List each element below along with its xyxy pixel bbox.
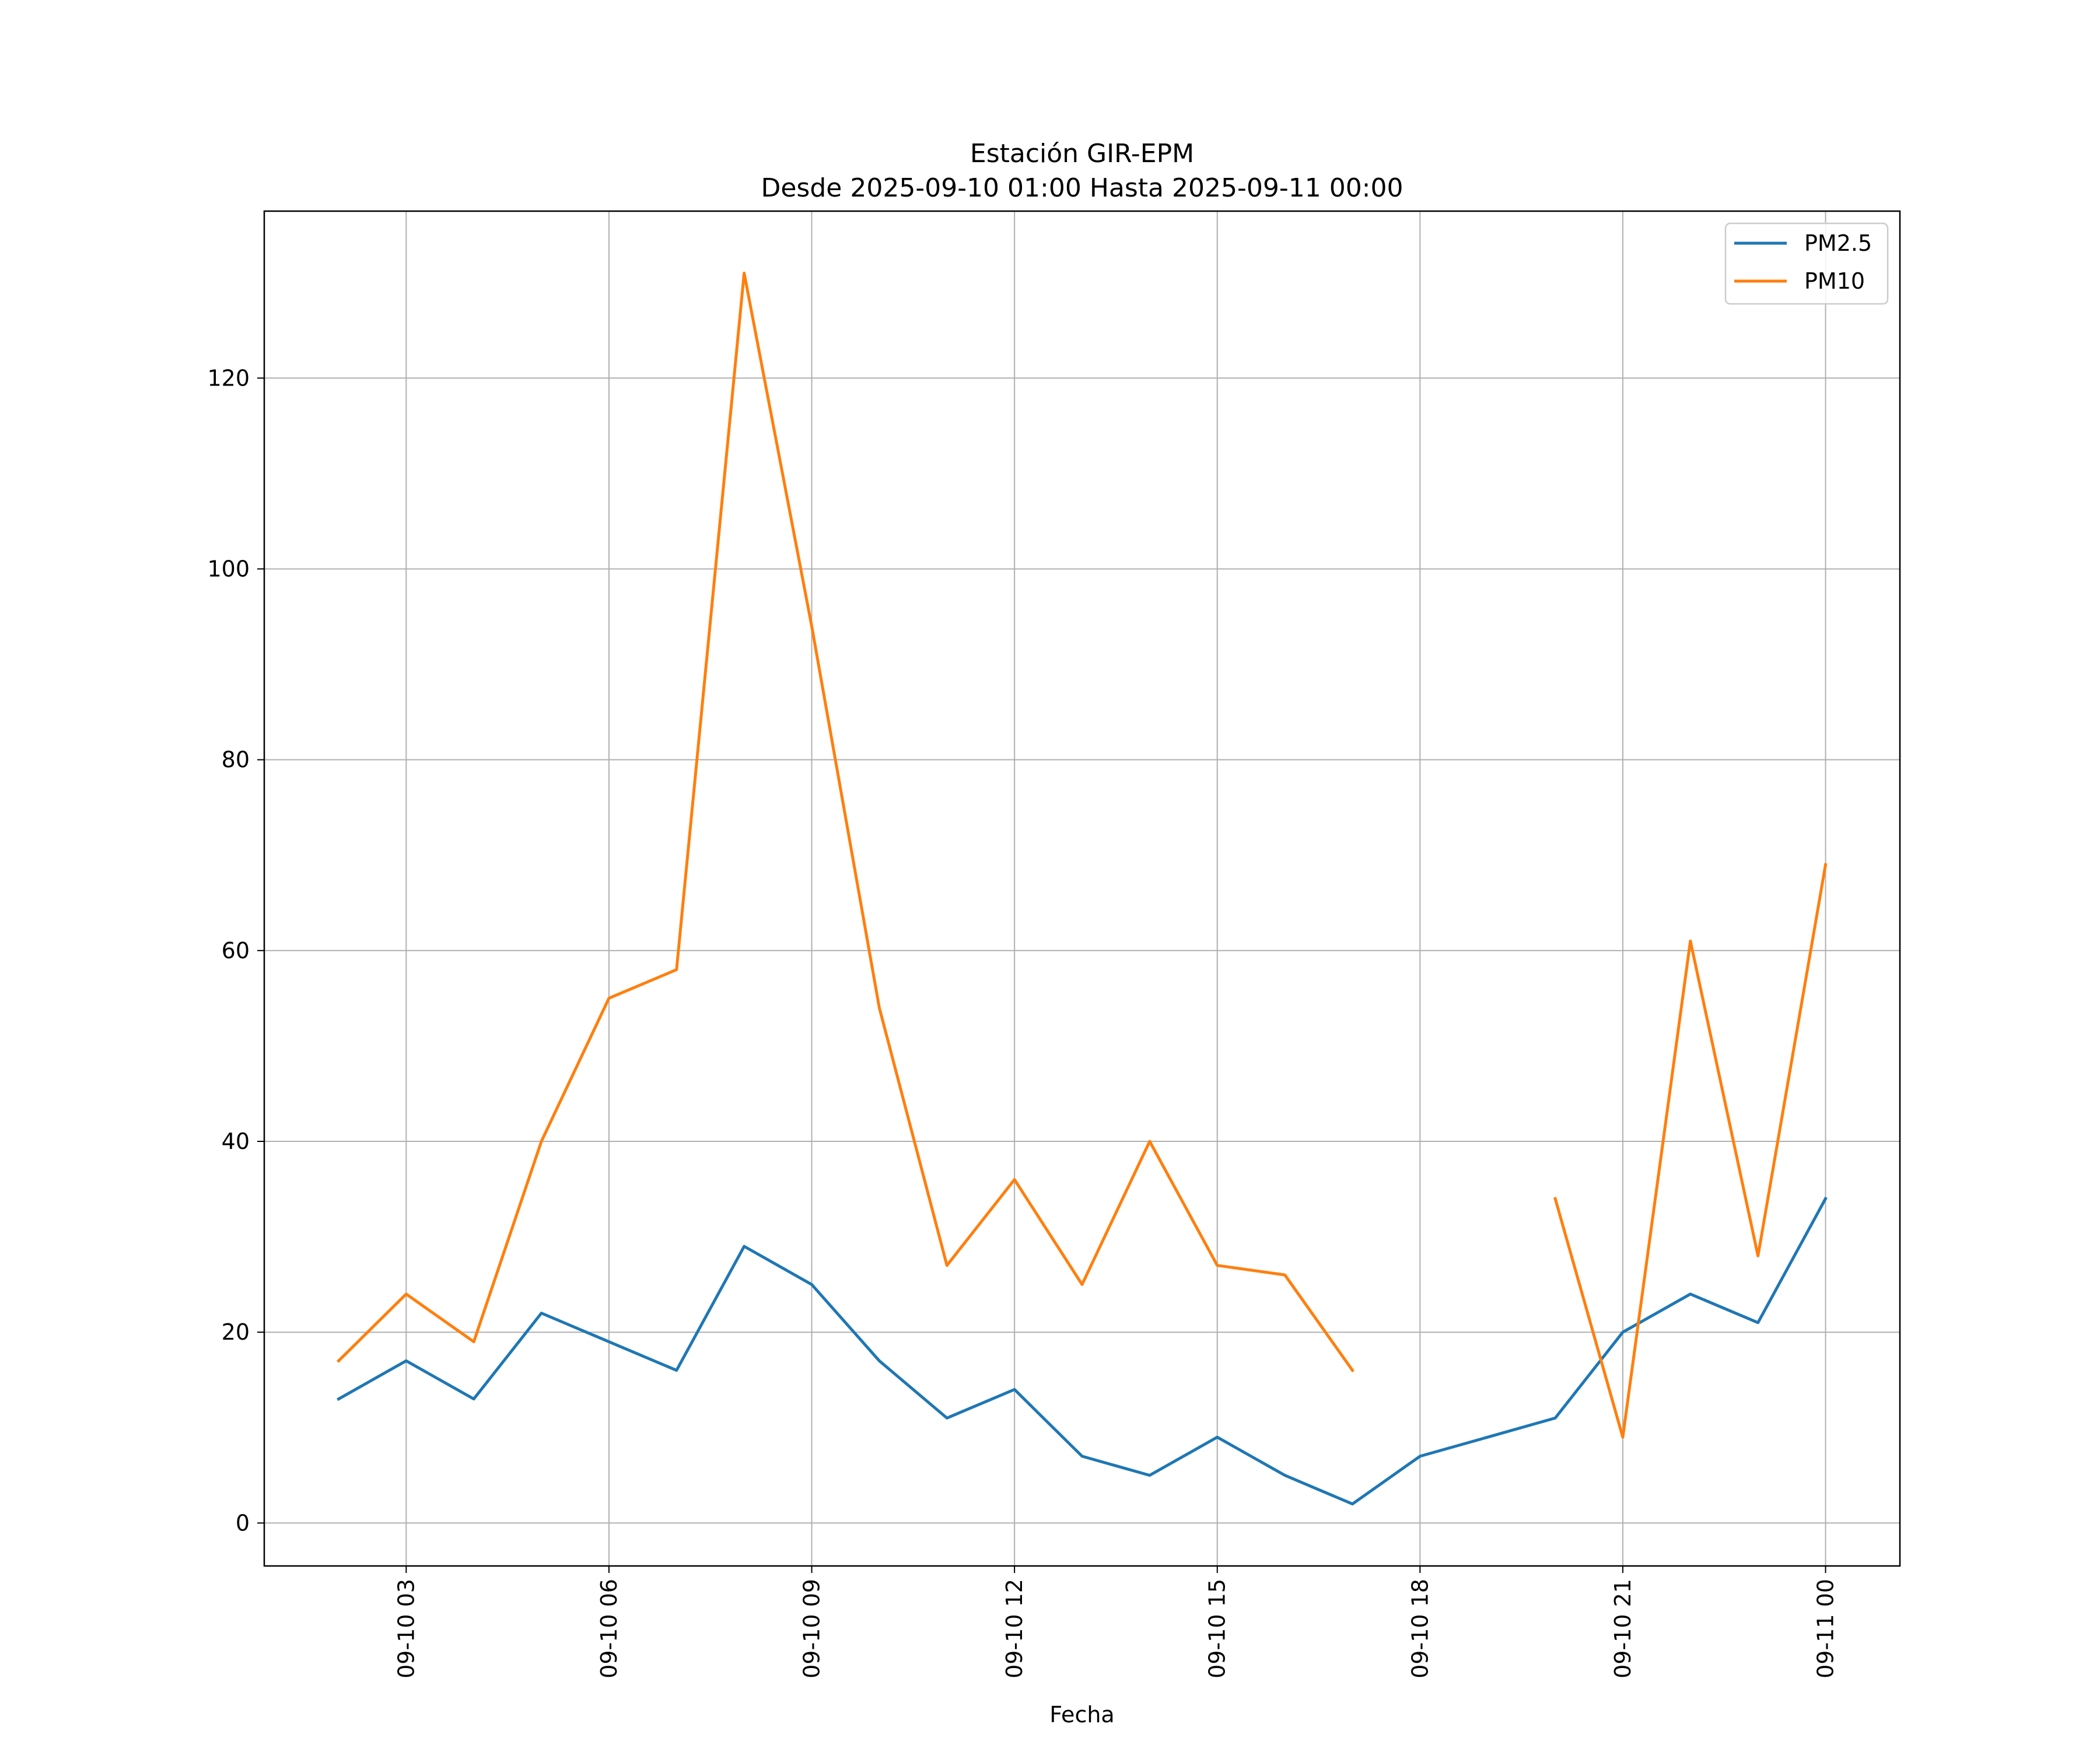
series-lines [336, 271, 1828, 1506]
x-axis-label: Fecha [1049, 1702, 1114, 1728]
x-tick-label: 09-10 15 [1205, 1579, 1230, 1679]
legend: PM2.5 PM10 [1724, 222, 1889, 305]
chart-subtitle: Desde 2025-09-10 01:00 Hasta 2025-09-11 … [761, 173, 1403, 203]
x-tick-label: 09-10 03 [393, 1579, 419, 1679]
axis-ticks: 09-10 03 09-10 06 09-10 09 09-10 12 09-10 15… [207, 365, 1838, 1679]
grid [264, 211, 1900, 1566]
chart-title: Estación GIR-EPM [970, 139, 1194, 169]
y-tick-label: 120 [207, 365, 250, 391]
plot-frame [263, 210, 1901, 1567]
y-tick-label: 20 [222, 1319, 250, 1345]
legend-label-pm10: PM10 [1804, 268, 1865, 294]
y-tick-label: 100 [207, 556, 250, 581]
x-tick-label: 09-11 00 [1813, 1579, 1839, 1679]
x-tick-label: 09-10 18 [1407, 1579, 1433, 1679]
x-tick-label: 09-10 21 [1610, 1579, 1636, 1679]
legend-label-pm25: PM2.5 [1804, 230, 1872, 256]
y-tick-label: 40 [222, 1129, 250, 1154]
y-tick-label: 60 [222, 938, 250, 963]
series-line-pm25 [337, 1196, 1828, 1506]
x-tick-label: 09-10 06 [596, 1579, 622, 1679]
x-tick-label: 09-10 09 [799, 1579, 825, 1679]
y-tick-label: 80 [222, 747, 250, 773]
x-tick-label: 09-10 12 [1002, 1579, 1027, 1679]
y-tick-label: 0 [236, 1510, 250, 1536]
series-line-pm10 [336, 271, 1828, 1439]
